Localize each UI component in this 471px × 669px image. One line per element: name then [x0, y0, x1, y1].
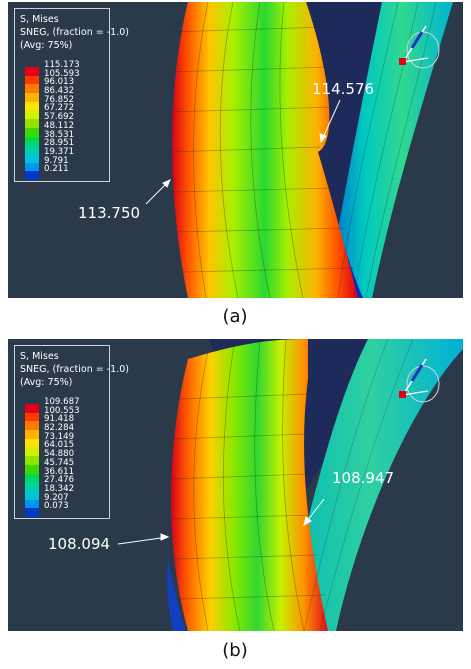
callout-right-value: 108.947 [332, 469, 395, 487]
legend-title-line: SNEG, (fraction = -1.0) [20, 364, 129, 375]
legend-color-band [25, 110, 39, 120]
axis-triad-icon [399, 358, 440, 403]
legend-value: 109.687 [44, 397, 80, 407]
legend-value: 105.593 [44, 68, 80, 79]
mesh-lines-a [167, 2, 355, 298]
legend-value: 86.432 [44, 86, 75, 97]
legend-color-band [25, 162, 39, 172]
legend-color-band [25, 136, 39, 146]
legend-color-band [25, 412, 39, 422]
legend-value: 48.112 [44, 120, 75, 131]
legend-color-band [25, 499, 39, 509]
legend-value: 18.342 [44, 483, 75, 494]
color-bar [25, 404, 39, 517]
legend-values: 115.173 105.593 96.013 86.432 76.852 67.… [44, 61, 80, 174]
callout-arrows-a [145, 99, 341, 205]
legend-color-band [25, 171, 39, 180]
contour-plot-a: S, Mises SNEG, (fraction = -1.0) (Avg: 7… [8, 2, 463, 298]
legend-value: 82.284 [44, 423, 75, 434]
legend-value: 115.173 [44, 60, 80, 70]
axis-triad-icon [399, 25, 440, 69]
main-band [172, 2, 358, 298]
legend-title-line: S, Mises [20, 351, 59, 362]
legend-color-band [25, 447, 39, 457]
blue-contact-sliver [167, 559, 186, 631]
legend-value: 76.852 [44, 94, 75, 105]
legend-value: 54.880 [44, 449, 75, 460]
legend-value: 19.371 [44, 146, 75, 157]
legend-box-a: S, Mises SNEG, (fraction = -1.0) (Avg: 7… [14, 8, 129, 182]
legend-value: 0.211 [44, 164, 69, 175]
legend-value: 100.553 [44, 405, 80, 416]
caption-b: (b) [222, 640, 248, 661]
mesh-lines-b [171, 339, 327, 631]
legend-color-band [25, 456, 39, 465]
legend-color-band [25, 145, 39, 154]
legend-color-band [25, 464, 39, 474]
outer-ring [278, 339, 463, 631]
legend-value: 91.418 [44, 414, 75, 425]
legend-color-band [25, 67, 39, 76]
legend-color-band [25, 490, 39, 500]
outer-ring [326, 2, 453, 298]
legend-value: 45.745 [44, 457, 75, 468]
legend-value: 67.272 [44, 103, 75, 114]
legend-title-line: SNEG, (fraction = -1.0) [20, 27, 129, 38]
legend-value: 28.951 [44, 138, 75, 149]
legend-color-band [25, 101, 39, 111]
legend-title-line: (Avg: 75%) [20, 377, 73, 388]
legend-color-band [25, 84, 39, 94]
legend-value: 73.149 [44, 431, 75, 442]
legend-title-line: S, Mises [20, 14, 59, 25]
callout-left-value: 108.094 [48, 535, 111, 553]
legend-value: 96.013 [44, 77, 75, 88]
legend-color-band [25, 430, 39, 439]
legend-value: 0.073 [44, 501, 69, 512]
callout-right-value: 114.576 [312, 80, 375, 98]
mesh-render-a [145, 2, 453, 298]
legend-title-line: (Avg: 75%) [20, 40, 73, 51]
legend-value: 27.476 [44, 475, 75, 486]
ring-mesh-b [303, 339, 414, 631]
callout-left-value: 113.750 [78, 204, 141, 222]
legend-color-band [25, 473, 39, 483]
callout-arrows-b [117, 498, 325, 545]
legend-color-band [25, 153, 39, 163]
mesh-render-b [117, 339, 463, 631]
legend-value: 9.791 [44, 155, 69, 166]
legend-color-band [25, 127, 39, 137]
main-band [171, 339, 328, 631]
legend-value: 64.015 [44, 440, 75, 451]
legend-color-band [25, 404, 39, 413]
legend-color-band [25, 482, 39, 491]
legend-value: 36.611 [44, 466, 75, 477]
legend-value: 9.207 [44, 492, 69, 503]
legend-values: 109.687 100.553 91.418 82.284 73.149 64.… [44, 398, 80, 511]
legend-color-band [25, 508, 39, 517]
legend-color-band [25, 438, 39, 448]
ring-mesh-a [337, 2, 437, 298]
legend-value: 57.692 [44, 112, 75, 123]
legend-box-b: S, Mises SNEG, (fraction = -1.0) (Avg: 7… [14, 345, 129, 519]
caption-a: (a) [222, 306, 248, 327]
legend-value: 38.531 [44, 129, 75, 140]
contour-plot-b: S, Mises SNEG, (fraction = -1.0) (Avg: 7… [8, 339, 463, 631]
legend-color-band [25, 75, 39, 85]
legend-color-band [25, 93, 39, 102]
legend-color-band [25, 119, 39, 128]
legend-color-band [25, 421, 39, 431]
color-bar [25, 67, 39, 180]
